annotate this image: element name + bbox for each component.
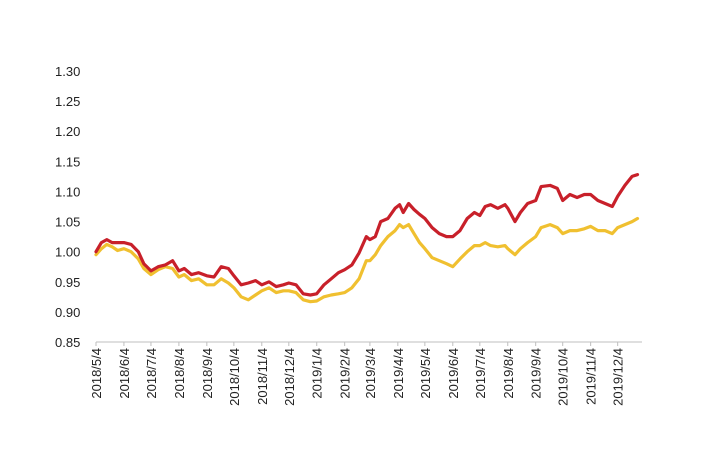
y-tick-label-2: 0.95 xyxy=(55,275,80,290)
y-tick-label-5: 1.10 xyxy=(55,184,80,199)
y-tick-label-1: 0.90 xyxy=(55,305,80,320)
series-line-1 xyxy=(94,216,640,304)
x-tick-label-17: 2019/10/4 xyxy=(556,348,571,406)
y-axis: 0.85 0.90 0.95 1.00 1.05 1.10 1.15 1.20 1.25 1.30 xyxy=(55,64,80,350)
y-tick-label-8: 1.25 xyxy=(55,94,80,109)
series-group xyxy=(94,173,640,304)
x-tick-label-11: 2019/4/4 xyxy=(391,348,406,399)
x-tick-label-7: 2018/12/4 xyxy=(282,348,297,406)
series-line-0 xyxy=(94,173,640,297)
y-tick-label-4: 1.05 xyxy=(55,215,80,230)
x-tick-label-6: 2018/11/4 xyxy=(255,348,270,405)
x-tick-label-12: 2019/5/4 xyxy=(418,348,433,399)
x-tick-label-19: 2019/12/4 xyxy=(611,348,626,406)
x-tick-label-3: 2018/8/4 xyxy=(172,348,187,399)
x-tick-label-1: 2018/6/4 xyxy=(117,348,132,399)
x-tick-label-16: 2019/9/4 xyxy=(529,348,544,399)
x-tick-label-4: 2018/9/4 xyxy=(200,348,215,399)
x-tick-label-10: 2019/3/4 xyxy=(363,348,378,399)
y-tick-label-7: 1.20 xyxy=(55,124,80,139)
x-tick-label-0: 2018/5/4 xyxy=(89,348,104,399)
x-tick-label-15: 2019/8/4 xyxy=(501,348,516,399)
x-tick-label-8: 2019/1/4 xyxy=(310,348,325,399)
x-tick-label-2: 2018/7/4 xyxy=(144,348,159,399)
y-tick-label-3: 1.00 xyxy=(55,245,80,260)
x-axis: 2018/5/4 2018/6/4 2018/7/4 2018/8/4 2018/9/4… xyxy=(89,341,642,406)
x-tick-label-9: 2019/2/4 xyxy=(338,348,353,399)
y-tick-label-6: 1.15 xyxy=(55,154,80,169)
y-tick-label-0: 0.85 xyxy=(55,335,80,350)
x-tick-label-13: 2019/6/4 xyxy=(446,348,461,399)
y-tick-label-9: 1.30 xyxy=(55,64,80,79)
x-tick-label-5: 2018/10/4 xyxy=(227,348,242,406)
x-tick-label-18: 2019/11/4 xyxy=(584,348,599,405)
x-tick-label-14: 2019/7/4 xyxy=(473,348,488,399)
